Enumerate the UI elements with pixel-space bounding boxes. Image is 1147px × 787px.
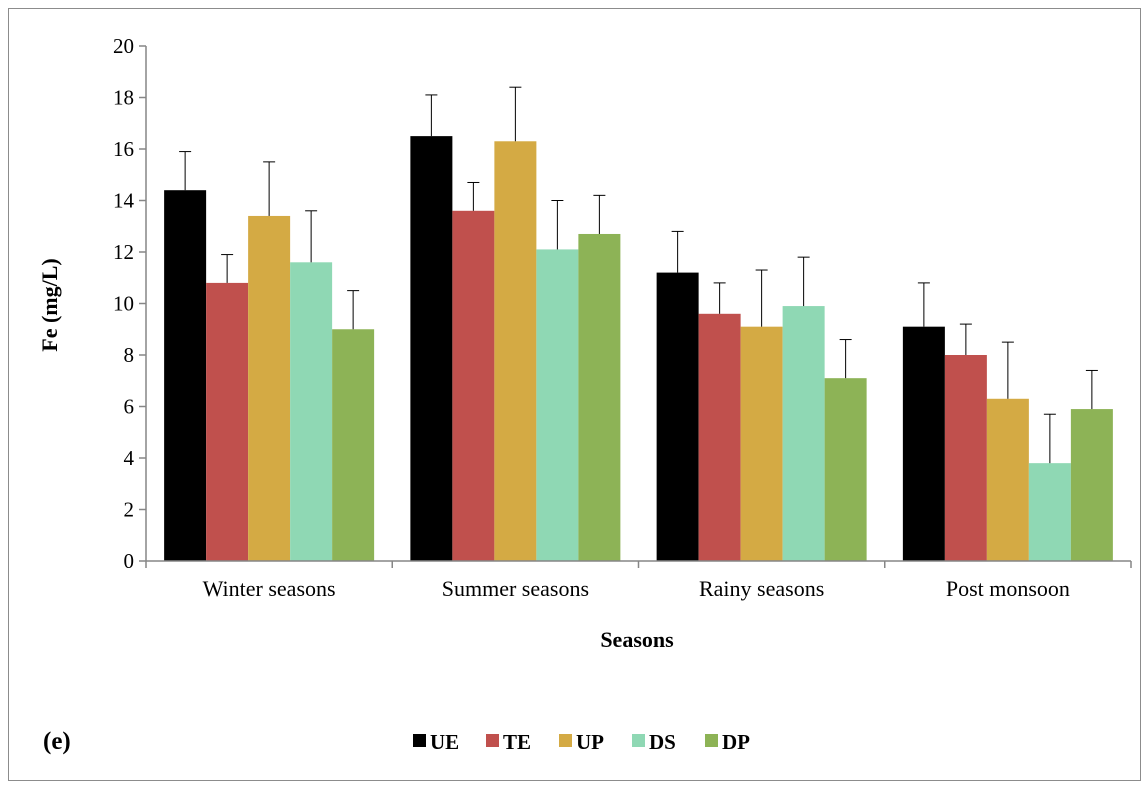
bar-dp [332,329,375,561]
bars-layer [164,136,1113,562]
bar-ds [290,262,333,561]
bar-te [206,282,249,561]
bar-up [248,215,291,561]
y-tick-label: 20 [113,34,134,58]
bar-ue [656,272,699,561]
error-bars-layer [179,86,1098,464]
legend-swatch-ds [632,734,645,747]
bar-te [698,313,741,561]
x-category-label: Winter seasons [203,576,336,601]
y-tick-label: 2 [124,498,135,522]
bar-up [986,398,1029,561]
x-category-label: Post monsoon [946,576,1070,601]
bar-ue [902,326,945,561]
bar-te [944,355,987,561]
x-categories-layer: Winter seasons Summer seasons Rainy season… [203,576,1070,601]
bar-chart: 0 2 4 6 8 10 12 14 16 18 20 Winter seasons Summer s… [37,34,1132,755]
chart-frame: 0 2 4 6 8 10 12 14 16 18 20 Winter seasons Summer s… [8,8,1141,781]
y-ticks-layer: 0 2 4 6 8 10 12 14 16 18 20 [113,34,135,573]
y-tick-label: 4 [124,446,135,470]
legend-swatch-ue [413,734,426,747]
bar-ue [410,136,453,561]
legend-label-up: UP [576,730,604,754]
legend-swatch-te [486,734,499,747]
y-tick-label: 16 [113,137,134,161]
y-tick-label: 8 [124,343,135,367]
bar-dp [824,378,867,561]
y-tick-label: 6 [124,395,135,419]
legend-label-ue: UE [430,730,459,754]
legend-label-te: TE [503,730,531,754]
bar-ds [782,306,825,561]
bar-dp [578,233,621,561]
legend: UE TE UP DS DP [413,730,750,754]
x-category-label: Rainy seasons [699,576,824,601]
bar-ue [164,190,207,561]
panel-label: (e) [43,728,71,755]
legend-label-dp: DP [722,730,750,754]
y-axis-title: Fe (mg/L) [37,258,62,351]
legend-swatch-dp [705,734,718,747]
bar-dp [1070,409,1113,561]
axes-layer [139,45,1132,568]
legend-label-ds: DS [649,730,676,754]
y-tick-label: 18 [113,86,134,110]
bar-up [494,141,537,561]
x-axis-title: Seasons [600,627,674,652]
y-tick-label: 10 [113,292,134,316]
y-tick-label: 12 [113,240,134,264]
bar-ds [1028,463,1071,561]
x-category-label: Summer seasons [442,576,589,601]
bar-up [740,326,783,561]
y-tick-label: 0 [124,549,135,573]
bar-te [452,210,495,562]
legend-swatch-up [559,734,572,747]
y-tick-label: 14 [113,189,135,213]
bar-ds [536,249,579,562]
